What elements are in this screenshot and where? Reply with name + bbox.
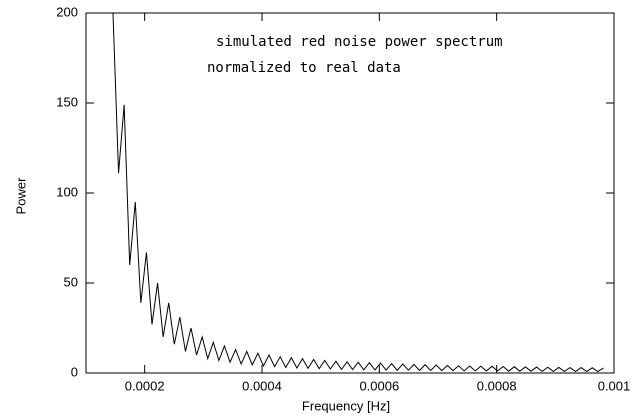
y-tick-label: 50 [64,274,78,289]
y-axis-label: Power [13,177,28,215]
x-tick-label: 0.0008 [477,378,517,393]
x-tick-label: 0.0004 [242,378,282,393]
y-tick-label: 150 [56,94,78,109]
x-tick-label: 0.0002 [125,378,165,393]
x-axis-label: Frequency [Hz] [302,398,390,413]
x-tick-label: 0.0006 [359,378,399,393]
annotation: simulated red noise power spectrum [216,34,503,50]
y-tick-label: 100 [56,184,78,199]
y-tick-label: 0 [71,364,78,379]
x-tick-label: 0.001 [598,378,631,393]
annotation: normalized to real data [207,60,401,76]
data-line [112,12,604,373]
y-tick-label: 200 [56,4,78,19]
